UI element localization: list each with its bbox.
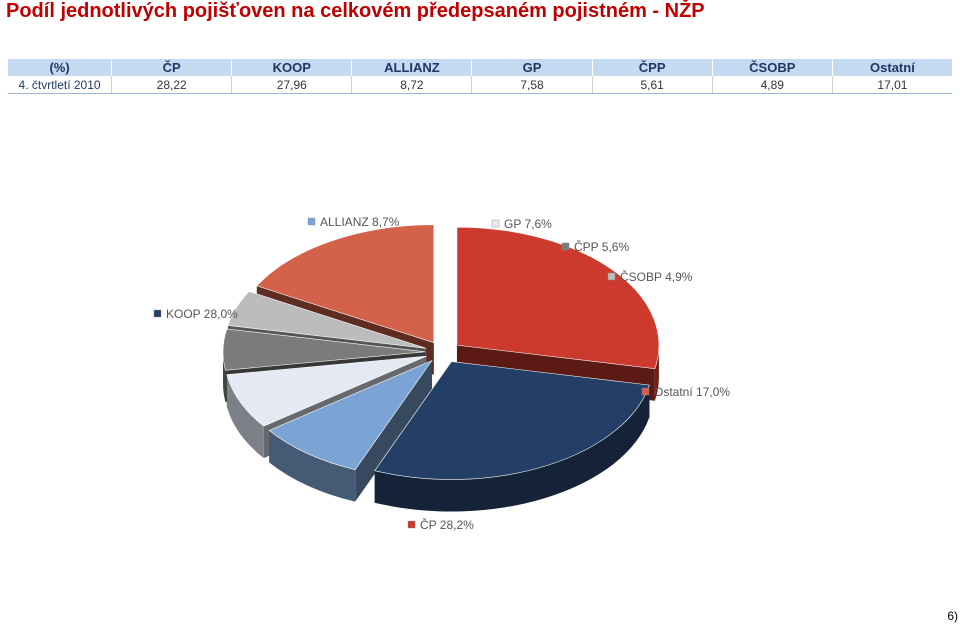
pie-slice-side xyxy=(223,351,226,403)
data-label-allianz: ALLIANZ 8,7% xyxy=(307,215,400,229)
table-cell: 4,89 xyxy=(712,76,833,94)
pie-slice-side xyxy=(374,385,650,512)
pie-slice-side xyxy=(269,430,356,502)
pie-slice-side xyxy=(654,345,659,401)
data-label-ostatni: Ostatní 17,0% xyxy=(641,385,730,399)
table-cell: 8,72 xyxy=(351,76,473,94)
slide-number: 6) xyxy=(947,609,958,623)
legend-swatch xyxy=(307,217,316,226)
table-row: 4. čtvrtletí 2010 28,22 27,96 8,72 7,58 … xyxy=(8,76,952,94)
table-cell: 5,61 xyxy=(592,76,713,94)
pie-slice-top xyxy=(374,361,650,480)
pie-slice-top xyxy=(268,359,433,471)
legend-swatch xyxy=(153,309,162,318)
pie-slice-top xyxy=(256,224,435,344)
pie-slice-top xyxy=(227,291,427,349)
data-label-text: KOOP 28,0% xyxy=(166,307,238,321)
data-label-cp: ČP 28,2% xyxy=(407,517,474,532)
page-title: Podíl jednotlivých pojišťoven na celkové… xyxy=(6,0,705,22)
table-cell: 27,96 xyxy=(231,76,353,94)
table-row-label: 4. čtvrtletí 2010 xyxy=(8,76,113,94)
data-label-text: ČPP 5,6% xyxy=(574,239,629,254)
table-cell: 7,58 xyxy=(471,76,593,94)
table-header-cell: KOOP xyxy=(231,59,353,76)
data-label-gp: GP 7,6% xyxy=(491,217,552,231)
data-label-text: ALLIANZ 8,7% xyxy=(320,215,400,229)
data-label-text: GP 7,6% xyxy=(504,217,552,231)
legend-swatch xyxy=(641,387,650,396)
pie-slice-side xyxy=(226,374,264,459)
table-header-cell: ČPP xyxy=(592,59,713,76)
table-cell: 28,22 xyxy=(111,76,233,94)
data-label-text: ČSOBP 4,9% xyxy=(620,269,693,284)
data-label-text: ČP 28,2% xyxy=(420,517,474,532)
legend-swatch xyxy=(607,272,616,281)
table-header-cell: Ostatní xyxy=(832,59,952,76)
data-label-koop: KOOP 28,0% xyxy=(153,307,238,321)
legend-swatch xyxy=(491,219,500,228)
data-table: (%) ČP KOOP ALLIANZ GP ČPP ČSOBP Ostatní… xyxy=(8,59,952,94)
legend-swatch xyxy=(561,242,570,251)
pie-slice-koop xyxy=(374,361,650,512)
data-label-csobp: ČSOBP 4,9% xyxy=(607,269,693,284)
pie-slice-top xyxy=(456,226,660,370)
table-header-row: (%) ČP KOOP ALLIANZ GP ČPP ČSOBP Ostatní xyxy=(8,59,952,76)
pie-slice-allianz xyxy=(268,359,433,502)
pie-slice-top xyxy=(226,355,427,427)
table-header-cell: (%) xyxy=(8,59,113,76)
data-label-text: Ostatní 17,0% xyxy=(654,385,730,399)
legend-swatch xyxy=(407,520,416,529)
data-label-cpp: ČPP 5,6% xyxy=(561,239,629,254)
pie-slice-top xyxy=(222,328,426,371)
table-cell: 17,01 xyxy=(832,76,952,94)
table-header-cell: ČP xyxy=(111,59,233,76)
table-header-cell: ALLIANZ xyxy=(351,59,473,76)
table-header-cell: ČSOBP xyxy=(712,59,833,76)
table-header-cell: GP xyxy=(471,59,593,76)
